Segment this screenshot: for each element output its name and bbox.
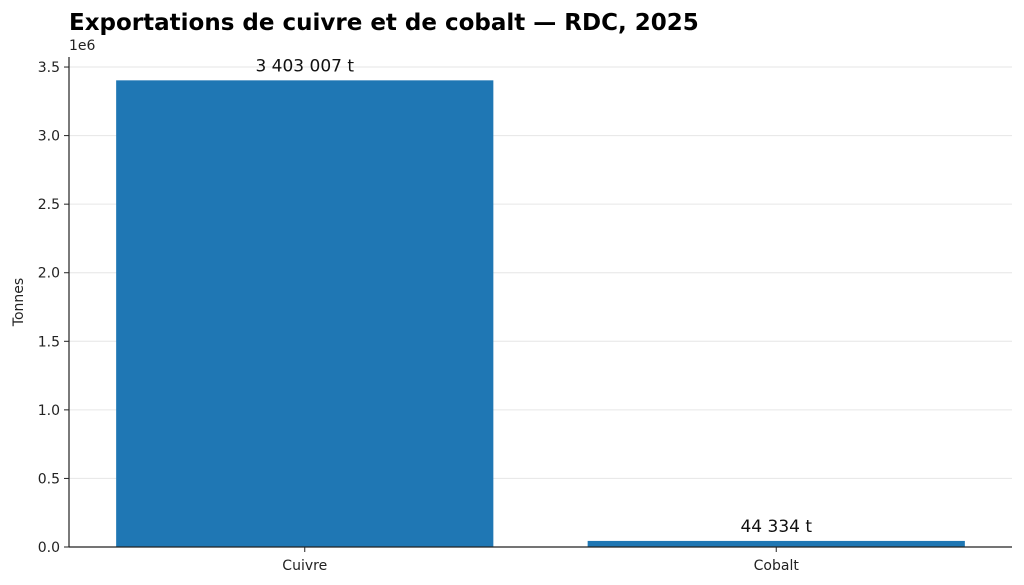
y-tick-label: 0.0 — [38, 540, 60, 556]
y-tick-label: 1.0 — [38, 403, 60, 419]
x-axis: Cuivre Cobalt — [69, 546, 1012, 574]
y-tick-label: 3.0 — [38, 129, 60, 145]
bars-group — [116, 80, 965, 548]
y-tick-label: 0.5 — [38, 471, 60, 487]
bar-cobalt — [587, 540, 965, 547]
y-tick-label: 2.0 — [38, 266, 60, 282]
y-axis-label: Tonnes — [11, 278, 27, 327]
y-tick-label: 1.5 — [38, 334, 60, 350]
x-tick-label: Cuivre — [282, 558, 327, 574]
x-tick-label: Cobalt — [754, 558, 800, 574]
data-label-cuivre: 3 403 007 t — [255, 56, 354, 76]
data-label-cobalt: 44 334 t — [740, 517, 812, 537]
y-tick-label: 2.5 — [38, 197, 60, 213]
y-offset-label: 1e6 — [69, 38, 96, 54]
chart-title: Exportations de cuivre et de cobalt — RD… — [69, 10, 699, 36]
data-labels-group: 3 403 007 t 44 334 t — [255, 56, 812, 537]
y-tick-label: 3.5 — [38, 60, 60, 76]
bar-cuivre — [116, 80, 494, 548]
y-axis: 0.0 0.5 1.0 1.5 2.0 2.5 3.0 3.5 — [38, 57, 70, 556]
